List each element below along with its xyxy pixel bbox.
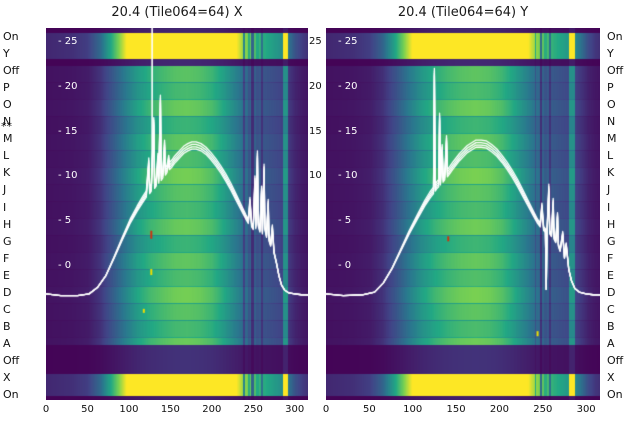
row-label-right: X — [607, 371, 615, 384]
mid-y-tick: 15 — [309, 125, 322, 137]
row-label-left: J — [3, 183, 7, 197]
row-label-right: L — [607, 149, 614, 163]
mid-y-tick: 20 — [309, 80, 322, 92]
inner-y-tick-y: - 20 — [338, 80, 358, 92]
row-label-right: E — [607, 268, 614, 282]
panel-title-y: 20.4 (Tile064=64) Y — [397, 5, 529, 20]
row-label-left: Y — [3, 47, 10, 61]
row-label-right: P — [607, 81, 614, 95]
row-label-right: J — [607, 183, 611, 197]
mid-y-tick: 10 — [309, 170, 322, 182]
inner-y-tick-y: - 0 — [338, 260, 352, 272]
row-label-left: I — [3, 200, 7, 214]
row-label-left: B — [3, 319, 11, 333]
row-label-left: On — [3, 30, 19, 43]
inner-y-tick-x: - 5 — [58, 215, 72, 227]
row-label-right: H — [607, 217, 616, 231]
inner-y-tick-x: - 0 — [58, 260, 72, 272]
inner-y-tick-y: - 25 — [338, 35, 358, 47]
row-label-left: P — [3, 81, 10, 95]
panel-title-x: 20.4 (Tile064=64) X — [111, 5, 243, 20]
row-label-left: On — [3, 388, 19, 402]
row-label-right: A — [607, 336, 615, 350]
row-label-left: N — [3, 115, 12, 129]
x-tick-x: 100 — [119, 404, 139, 415]
x-tick-y: 50 — [362, 404, 376, 415]
row-label-left: L — [3, 149, 10, 163]
x-tick-y: 300 — [576, 404, 596, 415]
inner-y-tick-y: - 15 — [338, 125, 358, 137]
inner-y-tick-y: - 5 — [338, 215, 352, 227]
row-label-right: On — [607, 388, 623, 402]
row-label-right: G — [607, 234, 616, 248]
inner-y-tick-y: - 10 — [338, 170, 358, 182]
inner-y-tick-x: - 15 — [58, 125, 78, 137]
row-label-right: On — [607, 30, 623, 43]
row-label-left: X — [3, 371, 11, 384]
row-label-left: D — [3, 285, 12, 299]
row-label-left: C — [3, 302, 11, 316]
row-label-right: C — [607, 302, 615, 316]
x-tick-y: 150 — [446, 404, 466, 415]
row-label-left: Off — [3, 353, 20, 367]
x-tick-x: 150 — [160, 404, 180, 415]
star-marker: ** — [1, 120, 12, 133]
row-label-right: I — [607, 200, 611, 214]
row-label-right: K — [607, 166, 615, 180]
row-label-right: O — [607, 98, 616, 112]
row-label-left: Off — [3, 64, 20, 78]
row-label-left: M — [3, 132, 13, 146]
x-tick-y: 200 — [489, 404, 509, 415]
heatmap-canvas-x — [46, 28, 308, 400]
row-label-right: D — [607, 285, 616, 299]
row-label-right: M — [607, 132, 617, 146]
row-label-right: F — [607, 251, 614, 265]
row-label-left: O — [3, 98, 12, 112]
x-tick-x: 50 — [81, 404, 94, 415]
x-tick-x: 250 — [243, 404, 263, 415]
row-label-right: Y — [607, 47, 614, 61]
x-tick-y: 250 — [533, 404, 553, 415]
inner-y-tick-x: - 20 — [58, 80, 78, 92]
row-label-left: K — [3, 166, 11, 180]
heatmap-canvas-y — [326, 28, 600, 400]
x-tick-x: 0 — [42, 404, 50, 415]
x-tick-y: 100 — [403, 404, 423, 415]
x-tick-y: 0 — [322, 404, 330, 415]
row-label-left: E — [3, 268, 10, 282]
inner-y-tick-x: - 25 — [58, 35, 78, 47]
row-label-right: B — [607, 319, 615, 333]
row-label-left: F — [3, 251, 10, 265]
row-label-left: H — [3, 217, 12, 231]
mid-y-tick: 25 — [309, 35, 322, 47]
x-tick-x: 200 — [202, 404, 222, 415]
row-label-right: N — [607, 115, 616, 129]
row-label-left: G — [3, 234, 12, 248]
row-label-right: Off — [607, 353, 624, 367]
inner-y-tick-x: - 10 — [58, 170, 78, 182]
row-label-right: Off — [607, 64, 624, 78]
x-tick-x: 300 — [285, 404, 305, 415]
row-label-left: A — [3, 336, 11, 350]
